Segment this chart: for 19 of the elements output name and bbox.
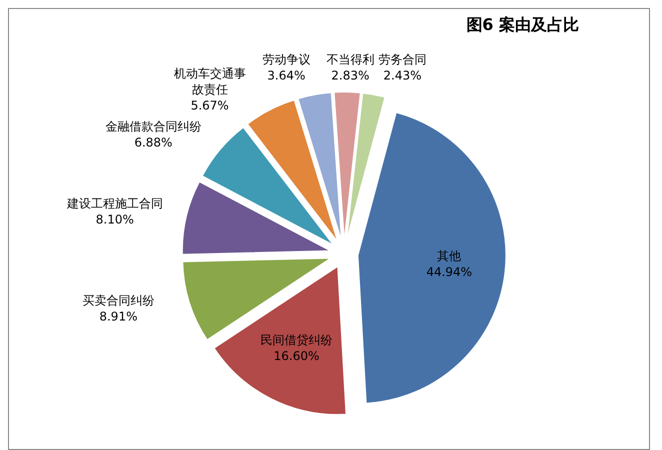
data-label: 44.94% — [426, 265, 472, 280]
data-label: 8.10% — [96, 212, 134, 226]
data-label: 3.64% — [267, 68, 306, 82]
slice-label: 建设工程施工合同 — [66, 196, 163, 210]
slice-label: 买卖合同纠纷 — [82, 293, 154, 308]
data-label: 2.83% — [331, 68, 370, 82]
chart-title: 图6 案由及占比 — [466, 15, 579, 36]
data-label: 16.60% — [274, 348, 320, 363]
data-label: 8.91% — [99, 309, 138, 324]
slice-label: 劳动争议 — [262, 52, 310, 66]
slice-label: 其他 — [437, 249, 462, 264]
slice-label: 民间借贷纠纷 — [260, 332, 333, 347]
data-label: 2.43% — [383, 68, 422, 82]
data-label: 5.67% — [190, 98, 229, 113]
data-label: 6.88% — [134, 136, 172, 150]
slice-label: 机动车交通事故责任 — [174, 66, 246, 97]
slice-label: 劳务合同 — [378, 52, 426, 66]
slice-label: 金融借款合同纠纷 — [105, 120, 202, 134]
slice-label: 不当得利 — [326, 52, 374, 66]
